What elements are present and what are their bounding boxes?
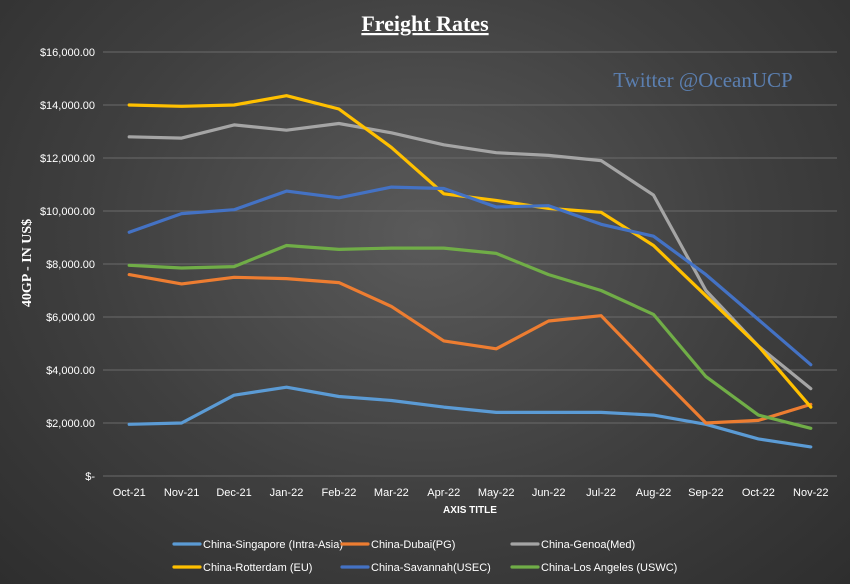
chart-title: Freight Rates <box>361 11 489 36</box>
y-tick-label: $16,000.00 <box>40 47 95 59</box>
x-tick-label: Jul-22 <box>586 487 616 499</box>
y-tick-label: $8,000.00 <box>46 259 95 271</box>
x-axis-tick-labels: Oct-21 Nov-21 Dec-21 Jan-22 Feb-22 Mar-22 Apr-… <box>113 487 829 499</box>
x-tick-label: Aug-22 <box>636 487 671 499</box>
x-tick-label: Feb-22 <box>321 487 356 499</box>
x-tick-label: Sep-22 <box>688 487 723 499</box>
x-tick-label: Nov-22 <box>793 487 828 499</box>
x-tick-label: Apr-22 <box>427 487 460 499</box>
legend-label-4: China-Savannah(USEC) <box>371 562 491 574</box>
y-tick-label: $4,000.00 <box>46 365 95 377</box>
x-tick-label: Jan-22 <box>270 487 304 499</box>
x-tick-label: Nov-21 <box>164 487 199 499</box>
x-tick-label: Oct-22 <box>742 487 775 499</box>
gridlines <box>103 51 837 477</box>
series-line-1 <box>127 273 813 425</box>
series-lines <box>127 94 813 449</box>
series-line-5 <box>127 243 813 430</box>
y-tick-label: $10,000.00 <box>40 206 95 218</box>
y-tick-label: $2,000.00 <box>46 418 95 430</box>
y-tick-label: $12,000.00 <box>40 153 95 165</box>
watermark-text: Twitter @OceanUCP <box>613 68 792 92</box>
legend-label-0: China-Singapore (Intra-Asia) <box>203 539 343 551</box>
legend: China-Singapore (Intra-Asia) China-Dubai(… <box>172 539 677 574</box>
x-tick-label: Mar-22 <box>374 487 409 499</box>
legend-label-2: China-Genoa(Med) <box>541 539 635 551</box>
series-line-0 <box>127 385 813 449</box>
y-tick-label: $6,000.00 <box>46 312 95 324</box>
y-axis-tick-labels: $- $2,000.00 $4,000.00 $6,000.00 $8,000.00 $1… <box>40 47 95 483</box>
x-axis-label: AXIS TITLE <box>443 505 497 516</box>
series-line-4 <box>127 185 813 367</box>
x-tick-label: Jun-22 <box>532 487 566 499</box>
y-tick-label: $14,000.00 <box>40 100 95 112</box>
x-tick-label: May-22 <box>478 487 515 499</box>
legend-label-1: China-Dubai(PG) <box>371 539 455 551</box>
legend-label-3: China-Rotterdam (EU) <box>203 562 312 574</box>
x-tick-label: Oct-21 <box>113 487 146 499</box>
x-tick-label: Dec-21 <box>216 487 251 499</box>
y-tick-label: $- <box>85 471 95 483</box>
series-line-2 <box>127 121 813 391</box>
y-axis-label: 40GP - IN US$ <box>20 219 35 307</box>
legend-label-5: China-Los Angeles (USWC) <box>541 562 677 574</box>
